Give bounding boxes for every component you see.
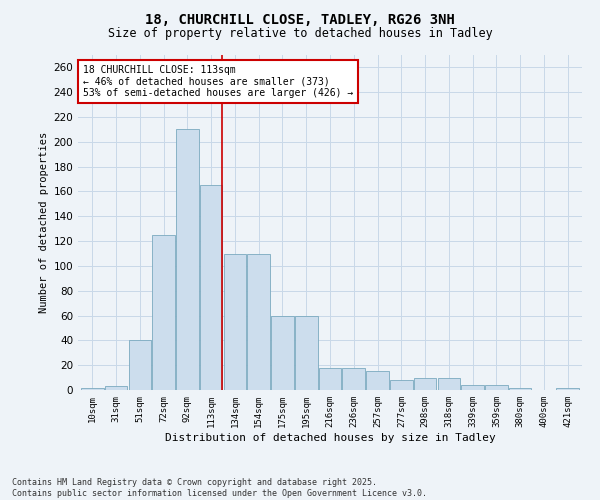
Text: 18, CHURCHILL CLOSE, TADLEY, RG26 3NH: 18, CHURCHILL CLOSE, TADLEY, RG26 3NH [145, 12, 455, 26]
Text: Size of property relative to detached houses in Tadley: Size of property relative to detached ho… [107, 28, 493, 40]
Bar [509, 388, 532, 390]
Bar [128, 340, 151, 390]
Bar [81, 388, 104, 390]
Bar [271, 316, 294, 390]
Bar [414, 378, 436, 390]
Text: 18 CHURCHILL CLOSE: 113sqm
← 46% of detached houses are smaller (373)
53% of sem: 18 CHURCHILL CLOSE: 113sqm ← 46% of deta… [83, 65, 353, 98]
Bar [152, 235, 175, 390]
Bar [247, 254, 270, 390]
Bar [556, 388, 579, 390]
Bar [343, 368, 365, 390]
Bar [366, 372, 389, 390]
X-axis label: Distribution of detached houses by size in Tadley: Distribution of detached houses by size … [164, 432, 496, 442]
Y-axis label: Number of detached properties: Number of detached properties [39, 132, 49, 313]
Bar [485, 385, 508, 390]
Bar [437, 378, 460, 390]
Bar [224, 254, 246, 390]
Bar [200, 186, 223, 390]
Bar [295, 316, 317, 390]
Bar [105, 386, 127, 390]
Bar [319, 368, 341, 390]
Text: Contains HM Land Registry data © Crown copyright and database right 2025.
Contai: Contains HM Land Registry data © Crown c… [12, 478, 427, 498]
Bar [176, 130, 199, 390]
Bar [461, 385, 484, 390]
Bar [390, 380, 413, 390]
